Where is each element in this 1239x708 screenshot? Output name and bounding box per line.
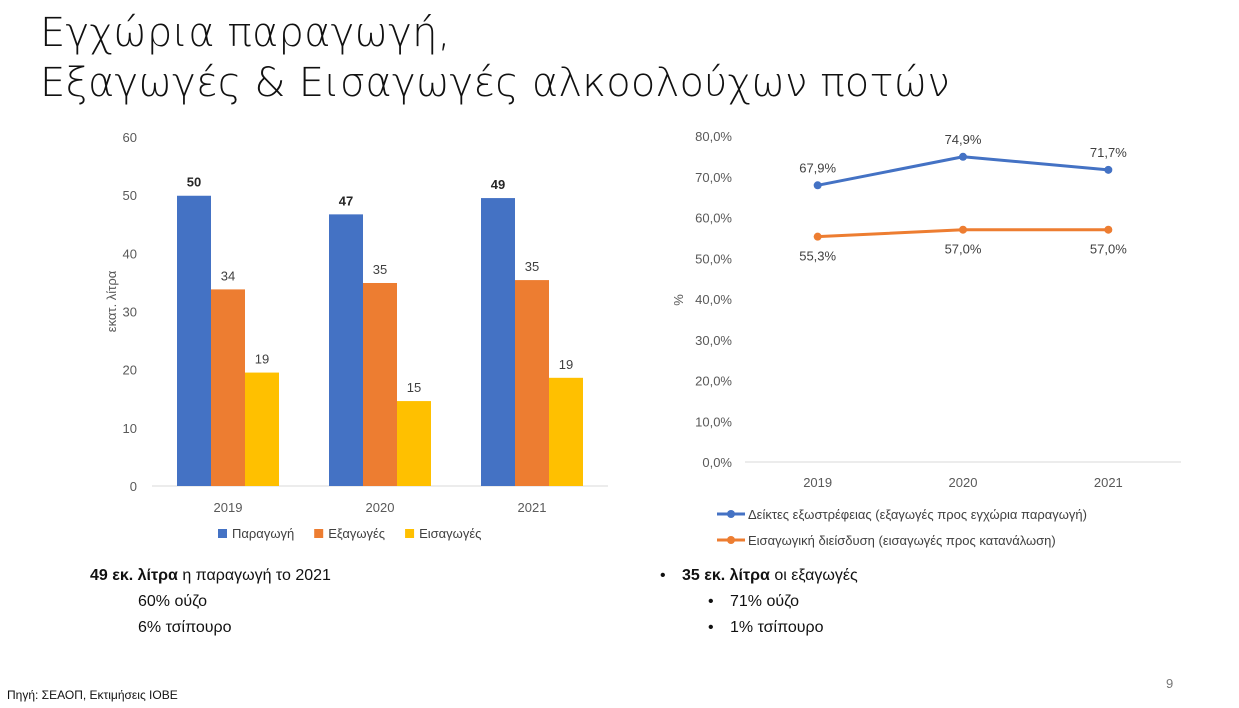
line-x-tick-label: 2020: [949, 475, 978, 490]
bar-data-label: 49: [491, 177, 505, 192]
bar-legend-label: Παραγωγή: [232, 526, 294, 541]
bar-y-tick-label: 40: [123, 246, 137, 261]
line-point: [1104, 165, 1113, 174]
slide-title: Εγχώρια παραγωγή, Εξαγωγές & Εισαγωγές α…: [40, 8, 950, 108]
bar-legend-swatch: [405, 529, 415, 538]
bar-data-label: 15: [407, 380, 421, 395]
line-point: [959, 152, 967, 161]
line-y-tick-label: 30,0%: [695, 333, 732, 348]
notes-right-line-3: • 1% τσίπουρο: [660, 615, 858, 641]
line-point: [813, 181, 822, 190]
bar-legend-label: Εισαγωγές: [419, 526, 481, 541]
line-point: [959, 225, 967, 234]
bar-y-axis-label: εκατ. λίτρα: [104, 270, 119, 332]
slide-title-line-1: Εγχώρια παραγωγή,: [40, 10, 451, 56]
line-data-label: 74,9%: [945, 132, 982, 147]
notes-left-bold: 49 εκ. λίτρα: [90, 567, 178, 584]
notes-right-line-2: • 71% ούζο: [660, 589, 858, 615]
notes-right: • 35 εκ. λίτρα οι εξαγωγές • 71% ούζο • 1% …: [660, 563, 858, 641]
bar: [549, 377, 583, 486]
notes-right-line-2-text: 71% ούζο: [730, 593, 799, 610]
line-y-tick-label: 40,0%: [695, 292, 732, 307]
bar-data-label: 47: [339, 193, 353, 208]
notes-left-line-2: 60% ούζο: [138, 593, 207, 610]
bar-x-tick-label: 2020: [366, 500, 395, 515]
bar: [211, 289, 245, 486]
bar-data-label: 50: [187, 175, 201, 190]
bar: [329, 214, 363, 486]
line-point: [1104, 225, 1113, 234]
line-legend-marker: [727, 536, 735, 544]
line-legend-label: Εισαγωγική διείσδυση (εισαγωγές προς κατ…: [748, 533, 1056, 548]
notes-right-rest: οι εξαγωγές: [769, 567, 858, 584]
line-y-tick-label: 60,0%: [695, 211, 732, 226]
bar-data-label: 35: [373, 262, 387, 277]
line-data-label: 67,9%: [799, 160, 836, 175]
notes-left-line-1: 49 εκ. λίτρα η παραγωγή το 2021: [90, 563, 331, 589]
bar-x-tick-label: 2021: [518, 500, 547, 515]
bar-y-tick-label: 30: [123, 305, 137, 320]
line-series: [817, 155, 1109, 187]
notes-right-bold: 35 εκ. λίτρα: [682, 567, 770, 584]
line-x-tick-label: 2019: [803, 475, 832, 490]
page-number: 9: [1166, 676, 1174, 691]
bar: [515, 280, 549, 486]
bar-y-tick-label: 0: [130, 479, 137, 494]
line-x-tick-label: 2021: [1094, 475, 1123, 490]
bar-legend-label: Εξαγωγές: [328, 526, 385, 541]
bullet-icon: •: [708, 593, 714, 610]
line-data-label: 57,0%: [945, 242, 982, 257]
notes-right-line-3-text: 1% τσίπουρο: [730, 619, 824, 636]
bar-y-tick-label: 60: [123, 130, 137, 145]
notes-left-rest: η παραγωγή το 2021: [177, 567, 331, 584]
line-data-label: 71,7%: [1090, 145, 1127, 160]
notes-right-line-1: • 35 εκ. λίτρα οι εξαγωγές: [660, 563, 858, 589]
line-y-tick-label: 0,0%: [702, 455, 732, 470]
bar: [397, 401, 431, 486]
source-note: Πηγή: ΣΕΑΟΠ, Εκτιμήσεις ΙΟΒΕ: [7, 688, 178, 702]
bar-x-tick-label: 2019: [214, 500, 243, 515]
line-point: [813, 232, 822, 241]
slide-title-line-2: Εξαγωγές & Εισαγωγές αλκοολούχων ποτών: [40, 60, 950, 106]
line-legend-label: Δείκτες εξωστρέφειας (εξαγωγές προς εγχώ…: [748, 507, 1087, 522]
line-y-tick-label: 80,0%: [695, 129, 732, 144]
bar-data-label: 35: [525, 259, 539, 274]
line-y-tick-label: 10,0%: [695, 414, 732, 429]
line-y-tick-label: 20,0%: [695, 374, 732, 389]
bar-data-label: 34: [221, 268, 235, 283]
bar-y-tick-label: 50: [123, 188, 137, 203]
line-data-label: 57,0%: [1090, 242, 1127, 257]
line-y-axis-label: %: [671, 294, 686, 306]
bar: [363, 282, 397, 486]
bullet-icon: •: [660, 567, 666, 584]
bar: [245, 372, 279, 486]
bar: [177, 195, 211, 486]
notes-left-line-3: 6% τσίπουρο: [138, 619, 232, 636]
bar-y-tick-label: 20: [123, 363, 137, 378]
bar-data-label: 19: [255, 352, 269, 367]
bar-legend-swatch: [314, 529, 324, 538]
line-y-tick-label: 70,0%: [695, 170, 732, 185]
notes-left: 49 εκ. λίτρα η παραγωγή το 2021 60% ούζο…: [90, 563, 331, 641]
bar-data-label: 19: [559, 357, 573, 372]
bar-y-tick-label: 10: [123, 421, 137, 436]
bar: [481, 198, 515, 486]
line-legend-marker: [727, 510, 735, 518]
line-data-label: 55,3%: [799, 249, 836, 264]
bullet-icon: •: [708, 619, 714, 636]
line-y-tick-label: 50,0%: [695, 251, 732, 266]
bar-legend-swatch: [218, 529, 227, 538]
